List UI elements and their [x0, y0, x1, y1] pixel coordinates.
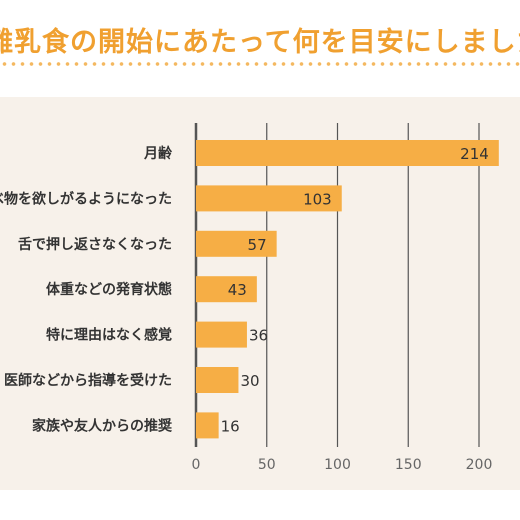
title-area: 離乳食の開始にあたって何を目安にしましたか: [0, 0, 520, 80]
x-tick-label: 0: [192, 457, 201, 473]
value-label: 57: [248, 236, 267, 254]
category-label: 体重などの発育状態: [46, 281, 172, 298]
bar: [196, 321, 247, 348]
x-tick-label: 100: [324, 457, 351, 473]
title-dotted-divider: [0, 62, 520, 66]
bar: [196, 367, 239, 393]
value-label: 214: [460, 145, 489, 163]
x-tick-label: 200: [466, 457, 493, 473]
bar: [196, 185, 342, 212]
value-label: 36: [249, 327, 268, 345]
category-label: 特に理由はなく感覚: [46, 327, 172, 344]
x-axis-ticks: 0 50 100 150 200: [192, 457, 493, 473]
category-label: 月齢: [143, 145, 173, 162]
x-tick-label: 50: [258, 457, 276, 473]
category-label: 食べ物を欲しがるようになった: [0, 190, 172, 207]
value-label: 30: [240, 372, 259, 390]
chart-panel: 月齢 214 食べ物を欲しがるようになった 103 舌で押し返さなくなった 57 体重などの…: [0, 97, 520, 490]
labels: 月齢 214 食べ物を欲しがるようになった 103 舌で押し返さなくなった 57 体重などの…: [0, 145, 489, 435]
page-title: 離乳食の開始にあたって何を目安にしましたか: [0, 27, 520, 58]
value-label: 16: [221, 417, 240, 435]
bar: [196, 230, 277, 257]
value-label: 43: [228, 281, 247, 299]
bar: [196, 276, 257, 303]
x-tick-label: 150: [395, 457, 422, 473]
value-label: 103: [303, 190, 332, 208]
bar: [196, 140, 499, 166]
bars: [196, 140, 499, 439]
bar-chart: 月齢 214 食べ物を欲しがるようになった 103 舌で押し返さなくなった 57 体重などの…: [0, 123, 499, 473]
category-label: 家族や友人からの推奨: [32, 417, 173, 434]
category-label: 舌で押し返さなくなった: [18, 236, 172, 253]
bar: [196, 412, 219, 439]
category-label: 医師などから指導を受けた: [4, 372, 172, 389]
